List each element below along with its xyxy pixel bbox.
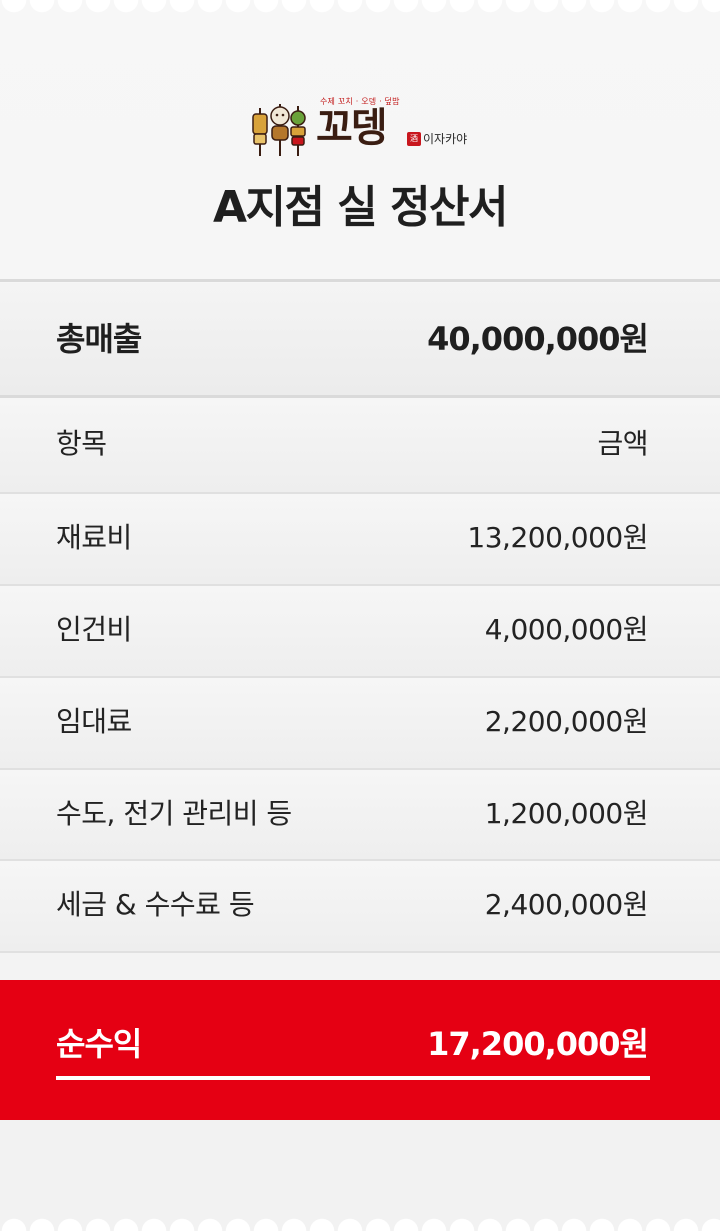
item-label: 인건비 [56,613,132,646]
divider [0,279,720,282]
total-revenue-value: 40,000,000원 [427,320,649,358]
brand-logo: 수제 꼬치 · 오뎅 · 덮밥 꼬뎅 酒 이자카야 [250,96,480,160]
item-amount: 4,000,000원 [484,613,649,646]
item-label: 세금 & 수수료 등 [56,888,255,921]
total-revenue-row: 총매출 40,000,000원 [0,283,720,395]
receipt-header: 수제 꼬치 · 오뎅 · 덮밥 꼬뎅 酒 이자카야 A지점 실 정산서 [0,0,720,280]
net-profit-label: 순수익 [56,1025,142,1063]
page-title: A지점 실 정산서 [212,182,509,233]
item-amount: 2,200,000원 [484,705,649,738]
skewer-characters-icon [252,104,306,156]
receipt-bottom-edge [0,1217,720,1231]
net-profit-row: 순수익 17,200,000원 [0,980,720,1120]
table-header-row: 항목 금액 [0,398,720,494]
receipt-top-edge [0,0,720,14]
logo-brand-name: 꼬뎅 [316,104,388,151]
divider [0,395,720,398]
item-label: 임대료 [56,705,132,738]
item-amount: 13,200,000원 [467,521,648,554]
logo-seal: 酒 [407,132,421,146]
table-row: 세금 & 수수료 등 2,400,000원 [0,861,720,953]
net-profit-underline [56,1076,650,1080]
table-row: 재료비 13,200,000원 [0,494,720,586]
column-header-item: 항목 [56,427,107,460]
net-profit-value: 17,200,000원 [427,1025,649,1063]
table-row: 수도, 전기 관리비 등 1,200,000원 [0,770,720,861]
total-revenue-label: 총매출 [56,320,142,358]
logo-subtitle: 이자카야 [423,132,468,146]
table-row: 임대료 2,200,000원 [0,678,720,770]
item-amount: 2,400,000원 [484,888,649,921]
item-label: 수도, 전기 관리비 등 [56,797,292,830]
item-label: 재료비 [56,521,132,554]
column-header-amount: 금액 [597,427,648,460]
logo-tagline: 수제 꼬치 · 오뎅 · 덮밥 [320,97,400,106]
item-amount: 1,200,000원 [484,797,649,830]
table-row: 인건비 4,000,000원 [0,586,720,678]
